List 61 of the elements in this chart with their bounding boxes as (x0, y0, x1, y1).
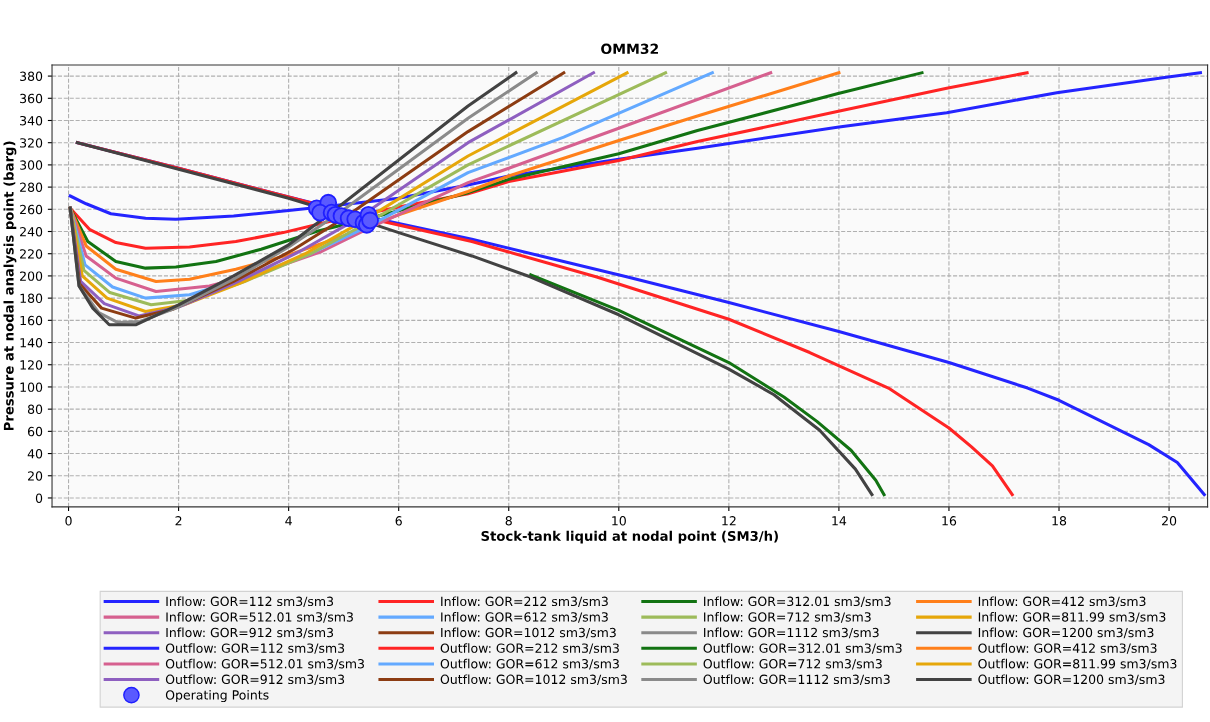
y-tick-label: 160 (20, 315, 43, 326)
y-tick-label: 120 (20, 360, 43, 370)
legend-label: Inflow: GOR=212 sm3/sm3 (441, 596, 608, 608)
legend-label: Inflow: GOR=712 sm3/sm3 (704, 612, 871, 623)
y-tick-label: 340 (20, 115, 43, 126)
x-axis-title: Stock-tank liquid at nodal point (SM3/h) (481, 530, 778, 544)
legend-label: Outflow: GOR=1012 sm3/sm3 (440, 674, 627, 686)
legend-label: Outflow: GOR=811.99 sm3/sm3 (978, 658, 1177, 670)
y-tick-label: 320 (20, 138, 43, 148)
x-tick-label: 0 (65, 516, 72, 526)
legend-label: Inflow: GOR=912 sm3/sm3 (166, 627, 334, 639)
legend-label: Outflow: GOR=512.01 sm3/sm3 (165, 658, 364, 670)
legend-label: Outflow: GOR=112 sm3/sm3 (165, 643, 345, 654)
x-tick-label: 14 (832, 516, 847, 526)
x-tick-label: 4 (285, 516, 292, 526)
y-tick-label: 180 (20, 293, 43, 304)
y-tick-label: 380 (20, 71, 43, 82)
legend-label: Inflow: GOR=1112 sm3/sm3 (704, 627, 879, 639)
legend-label: Outflow: GOR=912 sm3/sm3 (165, 674, 345, 686)
x-tick-label: 2 (175, 516, 182, 526)
legend-label: Outflow: GOR=1200 sm3/sm3 (978, 674, 1165, 686)
line-series (529, 273, 886, 497)
legend-label: Inflow: GOR=612 sm3/sm3 (441, 612, 608, 623)
x-tick-label: 16 (942, 516, 957, 526)
legend-label: Outflow: GOR=412 sm3/sm3 (978, 643, 1157, 654)
y-axis-title: Pressure at nodal analysis point (barg) (3, 141, 17, 431)
y-tick-label: 0 (35, 493, 43, 503)
legend-label: Inflow: GOR=811.99 sm3/sm3 (978, 612, 1166, 623)
x-tick-label: 20 (1162, 516, 1177, 526)
legend-label: Inflow: GOR=312.01 sm3/sm3 (704, 596, 891, 608)
legend-label: Outflow: GOR=712 sm3/sm3 (703, 658, 882, 670)
x-tick-label: 6 (395, 516, 402, 526)
y-tick-label: 140 (20, 338, 43, 348)
x-tick-label: 10 (612, 516, 626, 526)
legend-label: Operating Points (165, 689, 269, 703)
x-tick-label: 12 (722, 516, 736, 526)
legend-label: Inflow: GOR=512.01 sm3/sm3 (166, 612, 353, 623)
y-tick-label: 40 (27, 449, 43, 459)
legend-label: Inflow: GOR=1200 sm3/sm3 (978, 627, 1154, 639)
y-tick-label: 260 (20, 204, 43, 215)
point (361, 211, 379, 230)
legend-label: Outflow: GOR=612 sm3/sm3 (440, 658, 619, 670)
y-tick-label: 200 (20, 271, 43, 281)
legend-label: Inflow: GOR=112 sm3/sm3 (166, 596, 334, 608)
y-tick-label: 20 (28, 471, 43, 481)
x-tick-label: 8 (505, 516, 512, 526)
y-tick-label: 220 (20, 249, 43, 259)
legend-label: Outflow: GOR=212 sm3/sm3 (440, 643, 619, 654)
y-tick-label: 240 (20, 226, 43, 237)
y-tick-label: 100 (20, 382, 43, 392)
chart-title: OMM32 (601, 43, 658, 55)
y-tick-label: 60 (27, 426, 43, 437)
legend-label: Outflow: GOR=312.01 sm3/sm3 (703, 643, 902, 654)
y-tick-label: 280 (20, 182, 43, 193)
legend-label: Inflow: GOR=1012 sm3/sm3 (441, 627, 616, 639)
y-tick-label: 80 (27, 404, 43, 415)
legend-label: Inflow: GOR=412 sm3/sm3 (978, 596, 1146, 608)
x-tick-label: 18 (1052, 516, 1067, 526)
legend-label: Outflow: GOR=1112 sm3/sm3 (703, 674, 890, 686)
y-tick-label: 360 (20, 93, 43, 104)
y-tick-label: 300 (20, 160, 43, 170)
